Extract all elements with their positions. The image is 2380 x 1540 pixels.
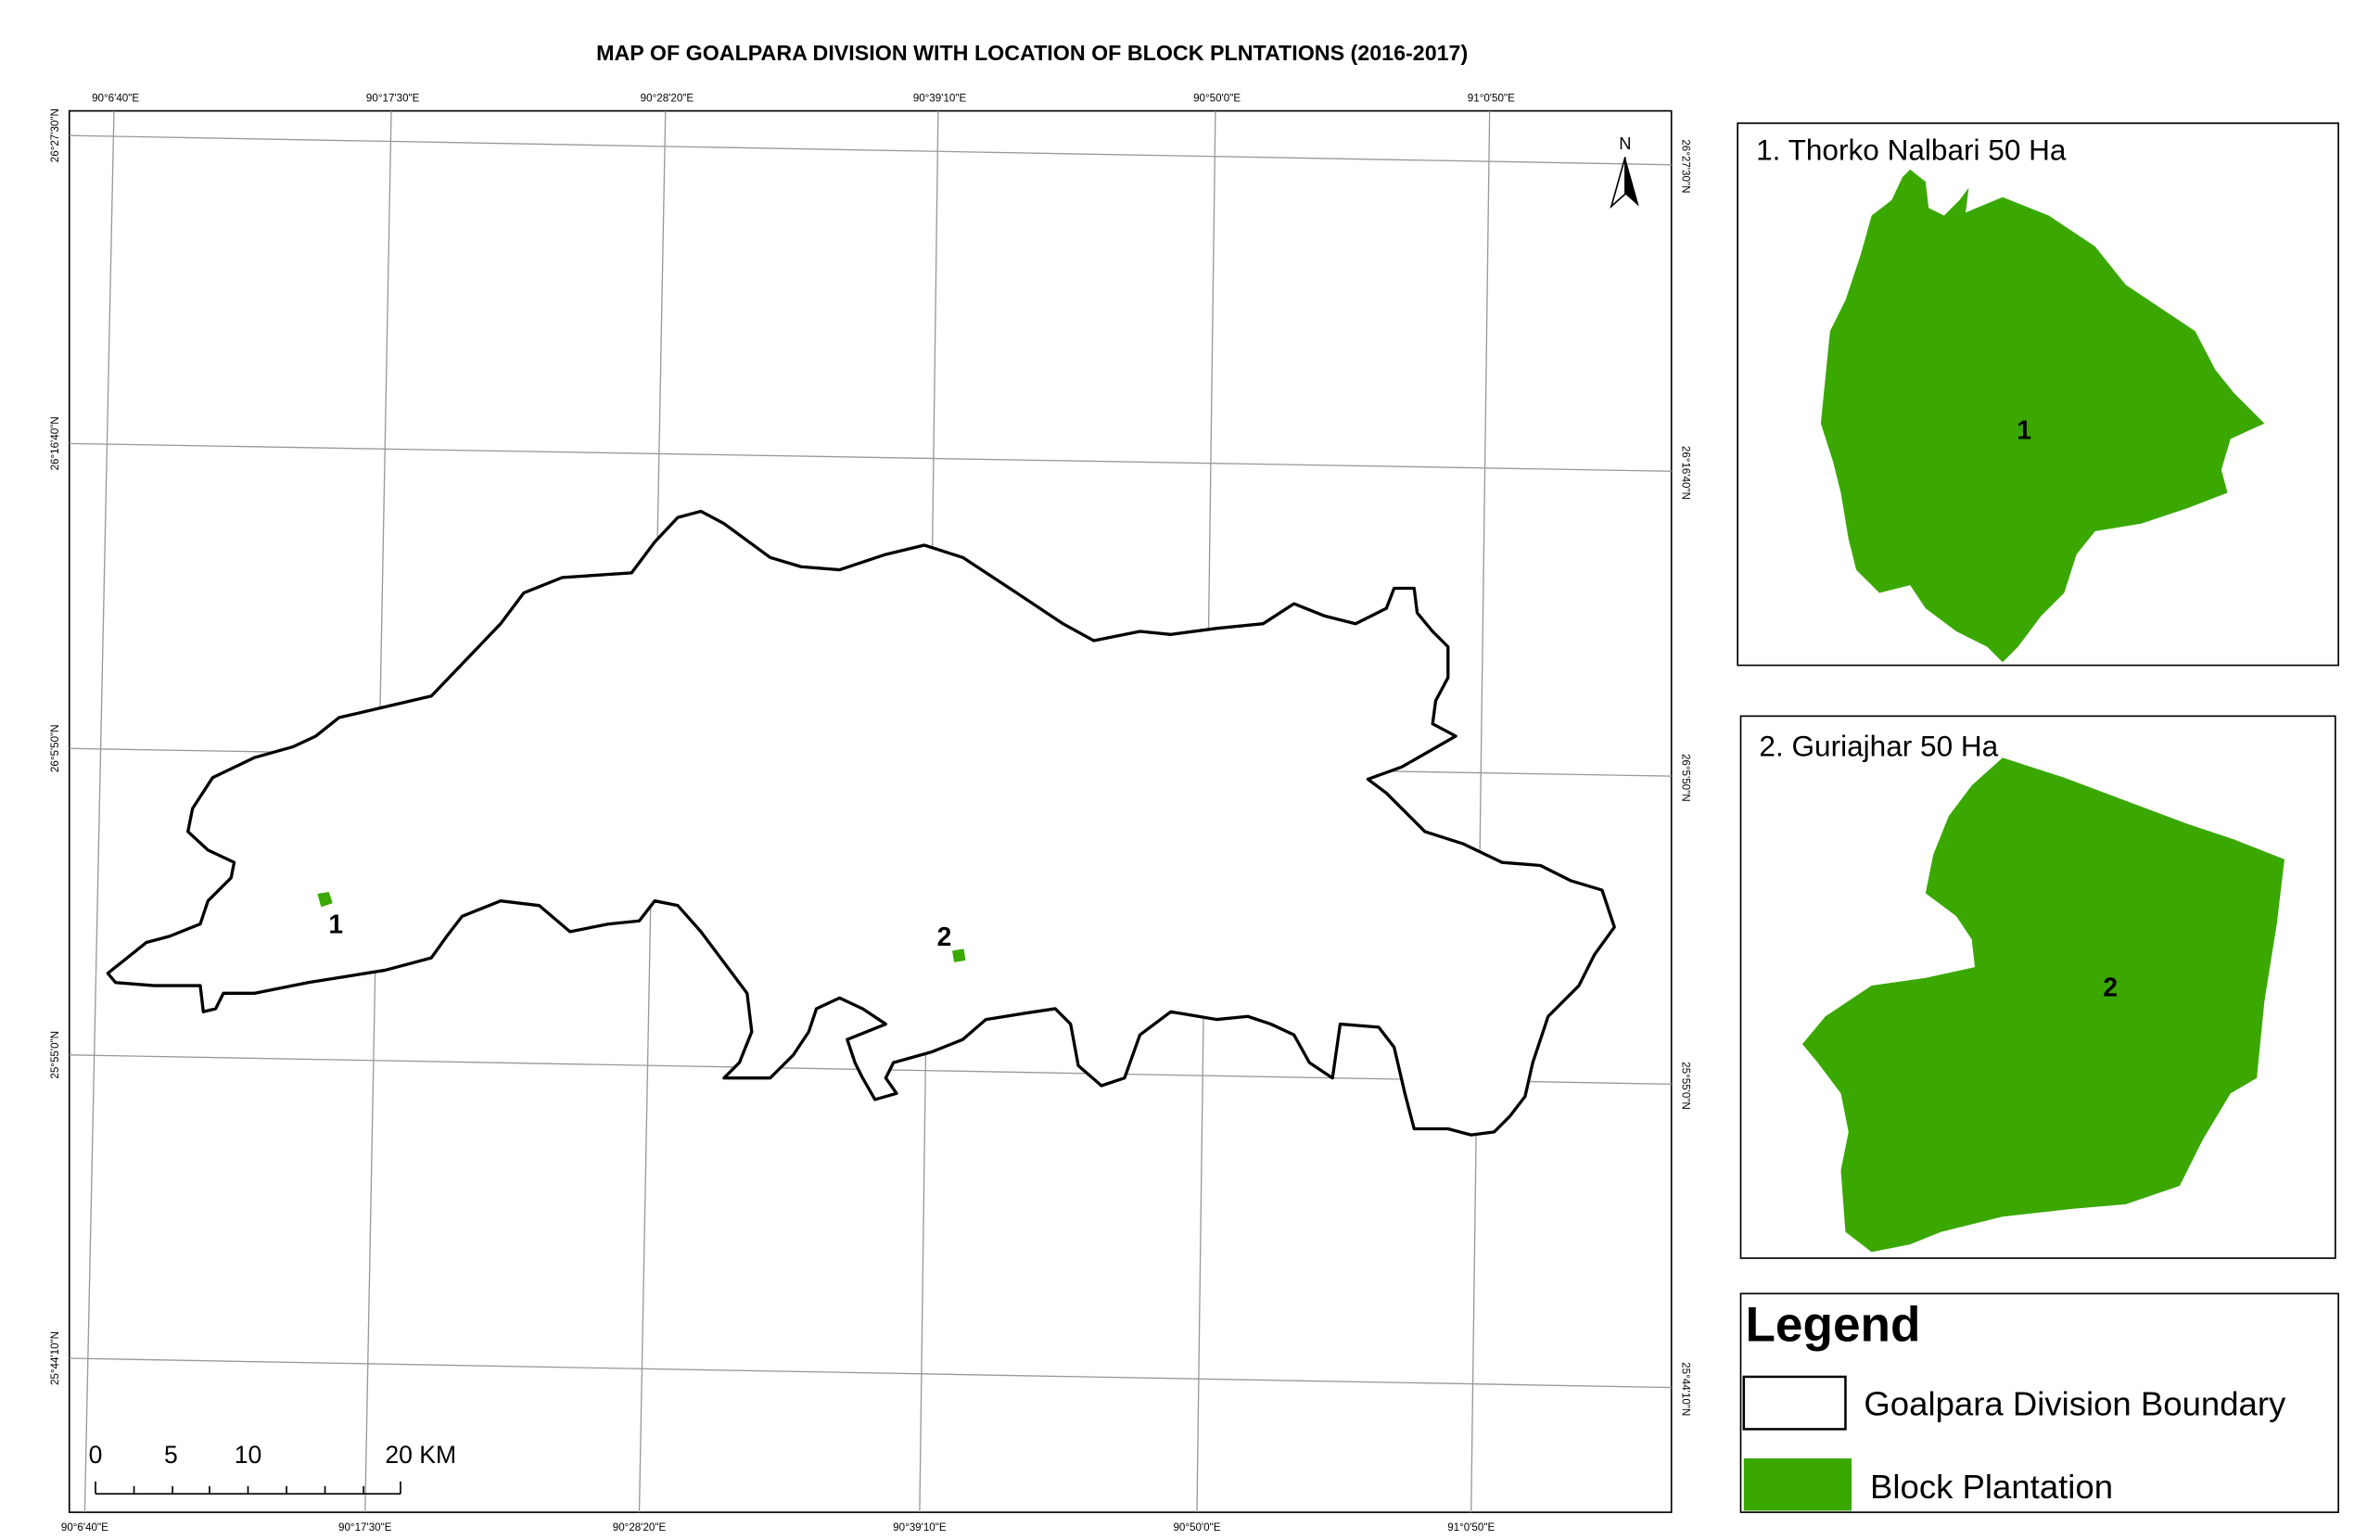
site-label: 2 [937, 922, 952, 951]
plantation-shape [1820, 169, 2265, 663]
lon-label: 90°28'20"E [613, 1521, 667, 1534]
meridian [83, 110, 115, 1513]
map-title: MAP OF GOALPARA DIVISION WITH LOCATION O… [596, 41, 1468, 65]
lat-label: 26°5'50"N [49, 724, 61, 772]
lat-label: 25°44'10"N [49, 1331, 61, 1385]
lat-label: 25°55'0"N [49, 1031, 61, 1079]
plantation-site [952, 948, 966, 962]
lat-label: 25°44'10"N [1679, 1362, 1691, 1416]
inset-label: 2 [2103, 973, 2118, 1002]
legend-swatch [1742, 1375, 1847, 1431]
legend-item: Block Plantation [1870, 1468, 2113, 1506]
meridian [1470, 110, 1491, 1513]
scale-bar: 0 5 10 20 KM [89, 1441, 456, 1495]
inset-title: 2. Guriajhar 50 Ha [1759, 730, 1998, 763]
legend-item: Goalpara Division Boundary [1864, 1384, 2286, 1422]
parallel [69, 442, 1672, 472]
lon-label: 90°39'10"E [913, 93, 967, 105]
lon-label: 90°17'30"E [366, 93, 420, 105]
lat-label: 26°16'40"N [49, 416, 61, 470]
graticule-labels: 90°6'40"E 90°17'30"E 90°28'20"E 90°39'10"E 9… [49, 93, 1691, 1534]
lon-label: 90°6'40"E [92, 93, 139, 105]
inset-label: 1 [2017, 414, 2031, 444]
scale-label: 0 [89, 1441, 103, 1469]
lon-label: 90°50'0"E [1173, 1521, 1220, 1534]
scale-label: 20 KM [385, 1441, 456, 1469]
division-boundary [106, 509, 1616, 1137]
legend-title: Legend [1745, 1298, 1920, 1353]
lat-label: 25°55'0"N [1679, 1062, 1691, 1110]
plantation-site [317, 891, 333, 908]
lon-label: 91°0'50"E [1447, 1521, 1495, 1534]
plantation-shape [1801, 757, 2285, 1253]
lon-label: 90°39'10"E [893, 1521, 947, 1534]
lat-label: 26°5'50"N [1679, 754, 1691, 802]
lat-label: 26°27'30"N [1679, 139, 1691, 193]
lon-label: 90°28'20"E [641, 93, 694, 105]
lon-label: 90°50'0"E [1193, 93, 1241, 105]
lon-label: 90°17'30"E [338, 1521, 392, 1534]
lon-label: 90°6'40"E [61, 1521, 108, 1534]
lat-label: 26°27'30"N [49, 108, 61, 162]
lat-label: 26°16'40"N [1679, 446, 1691, 500]
scale-label: 10 [235, 1441, 262, 1469]
inset-title: 1. Thorko Nalbari 50 Ha [1756, 134, 2067, 167]
lon-label: 91°0'50"E [1468, 93, 1515, 105]
legend-swatch [1743, 1457, 1852, 1511]
parallel [69, 134, 1672, 166]
north-label: N [1619, 134, 1631, 153]
site-label: 1 [328, 910, 343, 939]
parallel [69, 1357, 1672, 1389]
scale-label: 5 [164, 1441, 178, 1469]
